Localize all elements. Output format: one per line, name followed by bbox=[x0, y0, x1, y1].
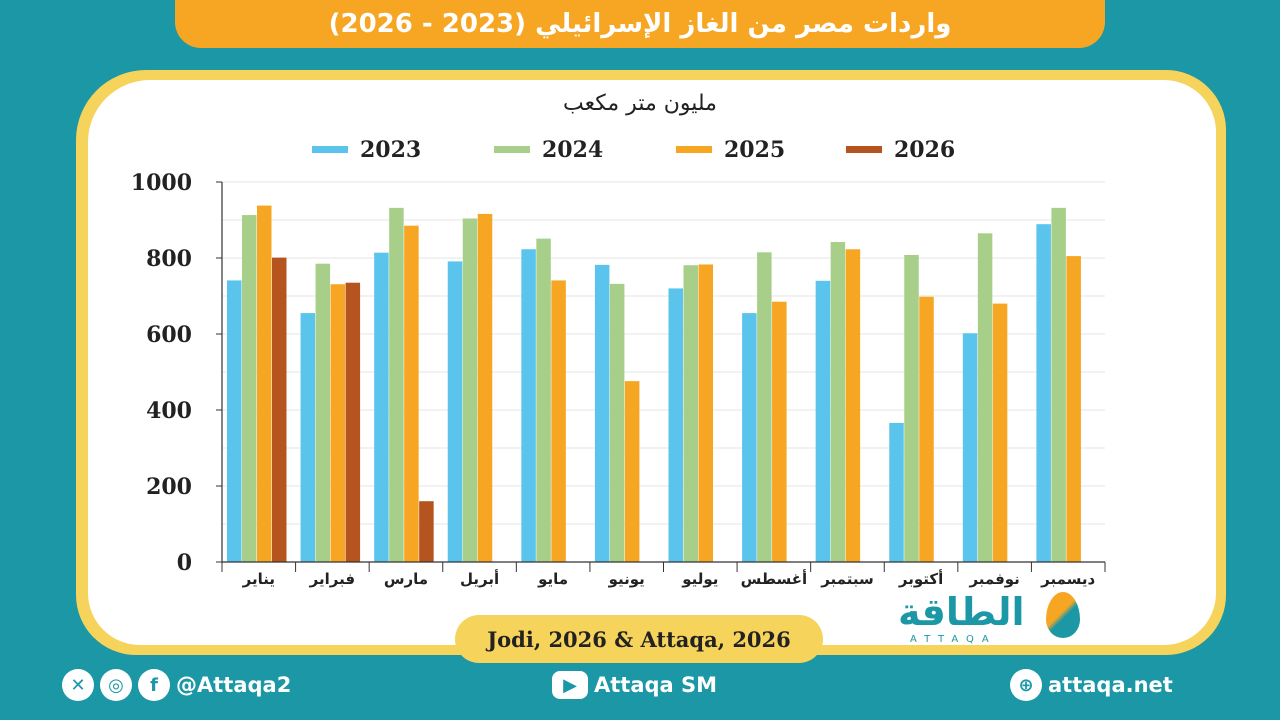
bar-2023 bbox=[374, 252, 389, 562]
legend-label-2023: 2023 bbox=[360, 137, 421, 163]
bar-2026 bbox=[419, 501, 434, 562]
bar-2025 bbox=[477, 213, 493, 563]
y-tick-label: 0 bbox=[177, 550, 192, 576]
x-tick-label: يوليو bbox=[681, 570, 718, 588]
unit-label: مليون متر مكعب bbox=[563, 91, 717, 116]
bar-2024 bbox=[904, 254, 919, 562]
bar-2023 bbox=[447, 261, 463, 562]
footer-social: ✕ ◎ f @Attaqa2 bbox=[62, 668, 291, 702]
bar-2024 bbox=[462, 218, 478, 563]
bar-2025 bbox=[845, 249, 861, 562]
y-tick-label: 600 bbox=[146, 322, 192, 348]
source-box: Jodi, 2026 & Attaqa, 2026 bbox=[455, 615, 823, 663]
bar-2023 bbox=[668, 288, 683, 562]
x-icon[interactable]: ✕ bbox=[62, 669, 94, 701]
bar-2025 bbox=[330, 284, 346, 562]
bar-2025 bbox=[698, 264, 713, 562]
bar-2025 bbox=[992, 303, 1008, 562]
footer-website: ⊕ attaqa.net bbox=[1010, 668, 1173, 702]
bar-2025 bbox=[624, 381, 640, 562]
bar-2023 bbox=[815, 280, 831, 562]
bar-2023 bbox=[594, 264, 610, 562]
bar-2025 bbox=[772, 301, 787, 562]
bar-2023 bbox=[300, 313, 316, 562]
x-tick-label: نوفمبر bbox=[968, 570, 1019, 588]
legend-swatch-2025 bbox=[676, 146, 712, 153]
x-tick-label: مارس bbox=[384, 570, 428, 588]
x-tick-label: ديسمبر bbox=[1040, 570, 1095, 588]
y-tick-label: 800 bbox=[146, 246, 192, 272]
x-tick-label: مايو bbox=[537, 570, 568, 588]
bar-2024 bbox=[315, 263, 331, 562]
x-tick-label: سبتمبر bbox=[820, 570, 874, 588]
instagram-icon[interactable]: ◎ bbox=[100, 669, 132, 701]
bar-2024 bbox=[683, 265, 698, 562]
bar-2024 bbox=[536, 238, 551, 562]
bar-2025 bbox=[404, 225, 419, 562]
x-tick-label: يونيو bbox=[608, 570, 645, 588]
bar-2025 bbox=[551, 280, 566, 562]
bar-2023 bbox=[227, 280, 242, 562]
title-bar: واردات مصر من الغاز الإسرائيلي (2023 - 2… bbox=[175, 0, 1105, 48]
bar-2025 bbox=[919, 296, 934, 562]
bar-2023 bbox=[1036, 224, 1051, 562]
bar-2026 bbox=[272, 257, 287, 562]
social-handle[interactable]: @Attaqa2 bbox=[176, 673, 292, 697]
y-tick-label: 400 bbox=[146, 398, 192, 424]
legend-swatch-2024 bbox=[494, 146, 530, 153]
chart-title: واردات مصر من الغاز الإسرائيلي (2023 - 2… bbox=[328, 9, 952, 39]
bar-2024 bbox=[830, 242, 846, 563]
x-tick-label: أغسطس bbox=[741, 569, 807, 588]
x-tick-label: يناير bbox=[242, 570, 275, 588]
footer-youtube: ▶ Attaqa SM bbox=[552, 668, 717, 702]
legend-swatch-2026 bbox=[846, 146, 882, 153]
bar-2026 bbox=[345, 282, 361, 562]
axes: 0 200 400 600 800 1000 يناير فبراير مارس أبريل ماي… bbox=[131, 170, 1106, 588]
bar-2024 bbox=[977, 233, 993, 563]
youtube-icon[interactable]: ▶ bbox=[552, 671, 588, 699]
logo-arabic: الطاقة bbox=[898, 590, 1025, 634]
bar-2024 bbox=[757, 252, 772, 563]
bar-2024 bbox=[1051, 207, 1066, 562]
bar-2023 bbox=[521, 249, 536, 562]
bar-2023 bbox=[742, 313, 757, 562]
legend-label-2026: 2026 bbox=[894, 137, 955, 163]
bar-2025 bbox=[1066, 256, 1081, 562]
bar-2024 bbox=[609, 283, 625, 562]
youtube-label[interactable]: Attaqa SM bbox=[594, 673, 718, 697]
bar-2025 bbox=[257, 205, 272, 562]
grid-lines bbox=[222, 181, 1105, 525]
facebook-icon[interactable]: f bbox=[138, 669, 170, 701]
y-tick-label: 200 bbox=[146, 474, 192, 500]
legend-label-2024: 2024 bbox=[542, 137, 603, 163]
legend-swatch-2023 bbox=[312, 146, 348, 153]
bars bbox=[227, 205, 1081, 563]
bar-2024 bbox=[389, 207, 404, 562]
x-tick-label: أكتوبر bbox=[898, 569, 943, 588]
legend: 2023 2024 2025 2026 bbox=[312, 137, 955, 163]
bar-2023 bbox=[889, 422, 904, 562]
x-tick-label: أبريل bbox=[460, 569, 499, 588]
bar-2023 bbox=[962, 333, 978, 562]
logo-drop-icon bbox=[1046, 592, 1080, 638]
logo-latin: ATTAQA bbox=[910, 634, 997, 645]
globe-icon[interactable]: ⊕ bbox=[1010, 669, 1042, 701]
y-tick-label: 1000 bbox=[131, 170, 192, 196]
legend-label-2025: 2025 bbox=[724, 137, 785, 163]
website-label[interactable]: attaqa.net bbox=[1048, 673, 1173, 697]
x-tick-label: فبراير bbox=[309, 570, 355, 588]
bar-2024 bbox=[242, 215, 257, 562]
source-text: Jodi, 2026 & Attaqa, 2026 bbox=[487, 626, 791, 652]
